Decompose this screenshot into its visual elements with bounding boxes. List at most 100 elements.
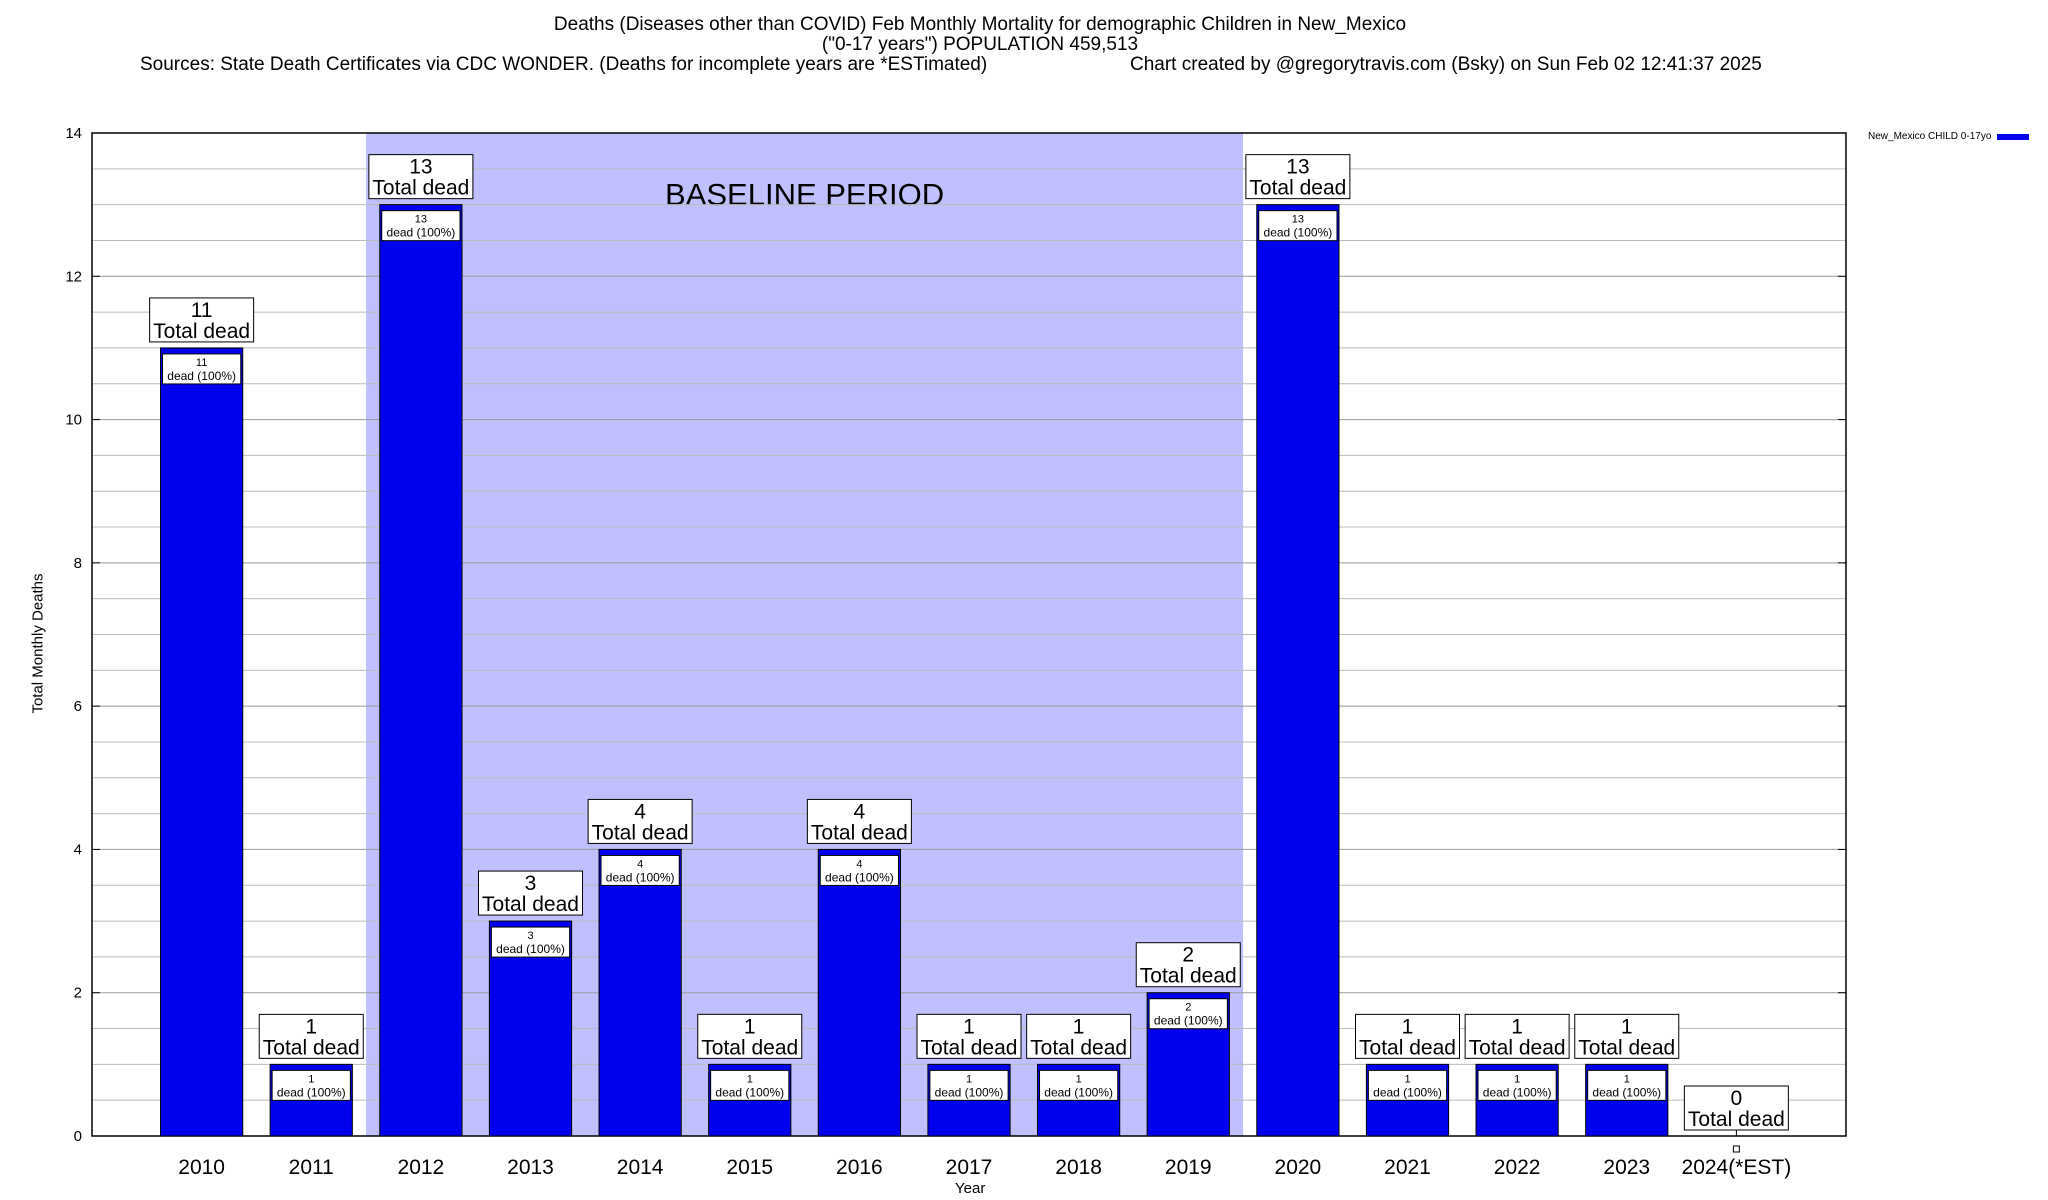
total-label-box	[478, 870, 583, 916]
bar-inner-label: dead (100%)	[387, 226, 456, 240]
bar-inner-label: dead (100%)	[1154, 1014, 1223, 1028]
bar-inner-label: dead (100%)	[496, 942, 565, 956]
bar-inner-label: dead (100%)	[606, 870, 675, 884]
total-label: Total dead	[921, 1036, 1018, 1059]
total-count: 1	[1402, 1015, 1414, 1038]
total-label: Total dead	[811, 821, 908, 844]
bar-inner-label: dead (100%)	[715, 1085, 784, 1099]
total-count: 1	[963, 1015, 975, 1038]
legend-label: New_Mexico CHILD 0-17yo	[1868, 131, 1992, 142]
total-label-box	[1574, 1013, 1680, 1059]
bar-inner-label-box	[1367, 1069, 1448, 1101]
bar-inner-label-box	[1587, 1069, 1667, 1101]
bar-inner-label: dead (100%)	[935, 1085, 1004, 1099]
total-label: Total dead	[1249, 177, 1346, 200]
zero-marker	[1732, 1145, 1740, 1153]
total-count: 13	[409, 156, 432, 179]
bar-inner-count: 1	[1404, 1073, 1410, 1085]
total-label: Total dead	[1688, 1108, 1785, 1131]
total-label-box	[1245, 154, 1351, 200]
total-label: Total dead	[263, 1036, 360, 1059]
bar-inner-label: dead (100%)	[167, 369, 236, 383]
x-tick-label: 2020	[1275, 1156, 1322, 1179]
total-label-box	[916, 1013, 1022, 1059]
bar-inner-label: dead (100%)	[825, 870, 894, 884]
bar-inner-label: dead (100%)	[1373, 1085, 1442, 1099]
total-count: 3	[525, 872, 537, 895]
bar-inner-count: 1	[1514, 1073, 1520, 1085]
total-label: Total dead	[1030, 1036, 1127, 1059]
x-tick-label: 2016	[836, 1156, 883, 1179]
bar-inner-count: 13	[1292, 214, 1304, 226]
bar	[160, 347, 244, 1137]
total-label-box	[258, 1013, 364, 1059]
bar-inner-label-box	[1477, 1069, 1557, 1101]
total-count: 4	[634, 800, 646, 823]
total-label: Total dead	[1140, 965, 1237, 988]
total-label: Total dead	[372, 177, 469, 200]
y-tick-label: 14	[65, 125, 82, 142]
bar-inner-label-box	[1258, 210, 1338, 242]
bar-inner-count: 11	[196, 357, 207, 369]
total-count: 13	[1286, 156, 1309, 179]
y-axis-label: Total Monthly Deaths	[29, 573, 47, 714]
y-tick-label: 10	[65, 412, 82, 429]
x-tick-label: 2024(*EST)	[1682, 1156, 1792, 1179]
bar-inner-label-box	[1039, 1069, 1119, 1101]
bar-inner-label-box	[1148, 998, 1228, 1030]
x-tick-label: 2021	[1384, 1156, 1431, 1179]
x-tick-label: 2018	[1055, 1156, 1102, 1179]
bar-inner-label: dead (100%)	[1044, 1085, 1113, 1099]
bar-inner-label-box	[381, 210, 461, 242]
total-label-box	[149, 297, 255, 343]
x-tick-label: 2013	[507, 1156, 554, 1179]
x-tick-label: 2023	[1603, 1156, 1650, 1179]
bar-inner-count: 1	[1076, 1073, 1082, 1085]
bar-inner-count: 4	[637, 858, 643, 870]
x-tick-label: 2019	[1165, 1156, 1212, 1179]
x-tick-label: 2022	[1494, 1156, 1541, 1179]
total-label: Total dead	[1359, 1036, 1456, 1059]
total-label-box	[1683, 1085, 1789, 1131]
total-count: 1	[305, 1015, 317, 1038]
x-tick-label: 2017	[946, 1156, 993, 1179]
legend-swatch	[1997, 133, 2030, 140]
bar-inner-label: dead (100%)	[1592, 1085, 1661, 1099]
x-tick-label: 2015	[726, 1156, 773, 1179]
bar-inner-label-box	[490, 926, 571, 958]
bar-inner-count: 2	[1185, 1002, 1191, 1014]
x-tick-label: 2011	[289, 1156, 334, 1179]
chart-credit: Chart created by @gregorytravis.com (Bsk…	[1130, 54, 1762, 75]
x-tick-label: 2012	[398, 1156, 445, 1179]
bar-inner-count: 13	[415, 214, 427, 226]
total-count: 1	[1621, 1015, 1633, 1038]
total-label-box	[806, 798, 912, 844]
bar-inner-label: dead (100%)	[1483, 1085, 1552, 1099]
total-label-box	[1135, 942, 1241, 988]
bar-inner-count: 1	[747, 1073, 753, 1085]
x-tick-label: 2014	[617, 1156, 664, 1179]
bar-inner-count: 1	[1624, 1073, 1630, 1085]
total-label-box	[1464, 1013, 1570, 1059]
bar-inner-count: 4	[856, 858, 862, 870]
total-label: Total dead	[701, 1036, 798, 1059]
total-label-box	[587, 798, 693, 844]
bar-inner-count: 3	[527, 930, 533, 942]
bar	[817, 848, 901, 1137]
total-label-box	[1026, 1013, 1132, 1059]
legend: New_Mexico CHILD 0-17yo	[1868, 131, 2030, 142]
y-tick-label: 0	[74, 1128, 82, 1145]
total-count: 1	[1073, 1015, 1085, 1038]
y-tick-label: 4	[74, 841, 82, 858]
x-tick-label: 2010	[178, 1156, 225, 1179]
total-count: 2	[1182, 944, 1194, 967]
bar-inner-label-box	[271, 1069, 351, 1101]
total-label-box	[368, 154, 474, 200]
bar-inner-label-box	[819, 854, 899, 886]
x-axis-label: Year	[955, 1180, 986, 1197]
bar-inner-label-box	[929, 1069, 1009, 1101]
total-label-box	[1355, 1013, 1460, 1059]
chart-sources: Sources: State Death Certificates via CD…	[140, 54, 988, 75]
total-label: Total dead	[592, 821, 689, 844]
bar	[1256, 204, 1340, 1137]
